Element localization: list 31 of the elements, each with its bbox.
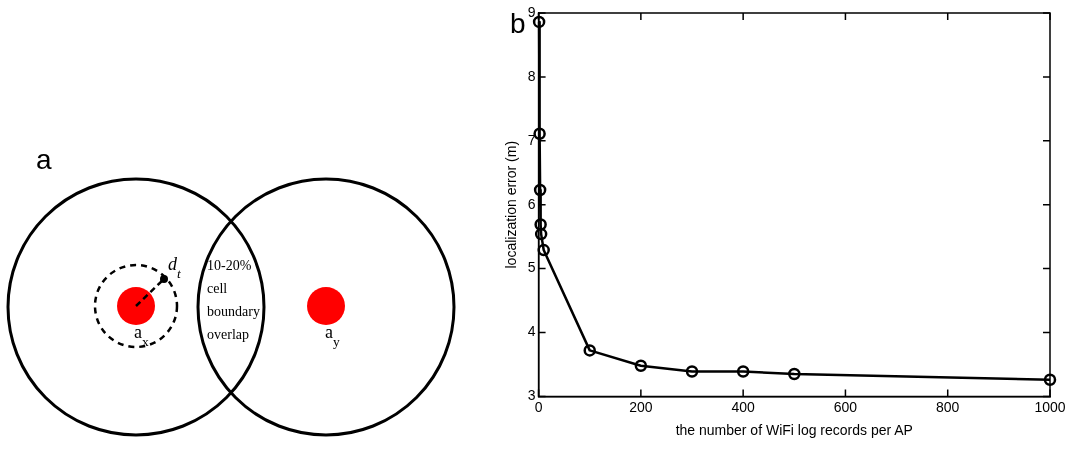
x-axis-title: the number of WiFi log records per AP	[675, 422, 913, 439]
x-tick-label: 200	[629, 398, 653, 415]
point	[736, 365, 750, 378]
x-tick-label: 600	[833, 398, 858, 415]
point	[583, 344, 596, 357]
chart-title: b	[510, 8, 526, 39]
y-tick-label: 9	[527, 3, 536, 20]
point	[537, 243, 550, 257]
text: a$_{y}$	[325, 322, 340, 349]
text: a	[36, 144, 52, 175]
x-tick-label: 400	[731, 398, 756, 415]
y-axis-title: localization error (m)	[503, 140, 520, 269]
x-tick-label: 800	[936, 398, 960, 415]
point	[533, 183, 547, 197]
text: 10-20% cell boundary overlap	[207, 258, 260, 342]
x-tick-label: 1000	[1034, 398, 1066, 415]
text: d$_{t}$	[168, 254, 182, 281]
point	[532, 15, 546, 29]
x-tick-label: 0	[534, 398, 543, 415]
y-tick-label: 5	[527, 259, 536, 276]
point	[788, 367, 801, 381]
point	[533, 127, 546, 141]
point	[685, 365, 699, 378]
y-tick-label: 3	[527, 387, 536, 404]
point	[534, 218, 547, 231]
y-tick-label: 4	[527, 323, 536, 340]
point	[634, 359, 648, 372]
y-tick-label: 6	[527, 195, 536, 212]
point	[534, 227, 548, 241]
y-tick-label: 8	[527, 67, 536, 84]
point	[1043, 373, 1057, 387]
